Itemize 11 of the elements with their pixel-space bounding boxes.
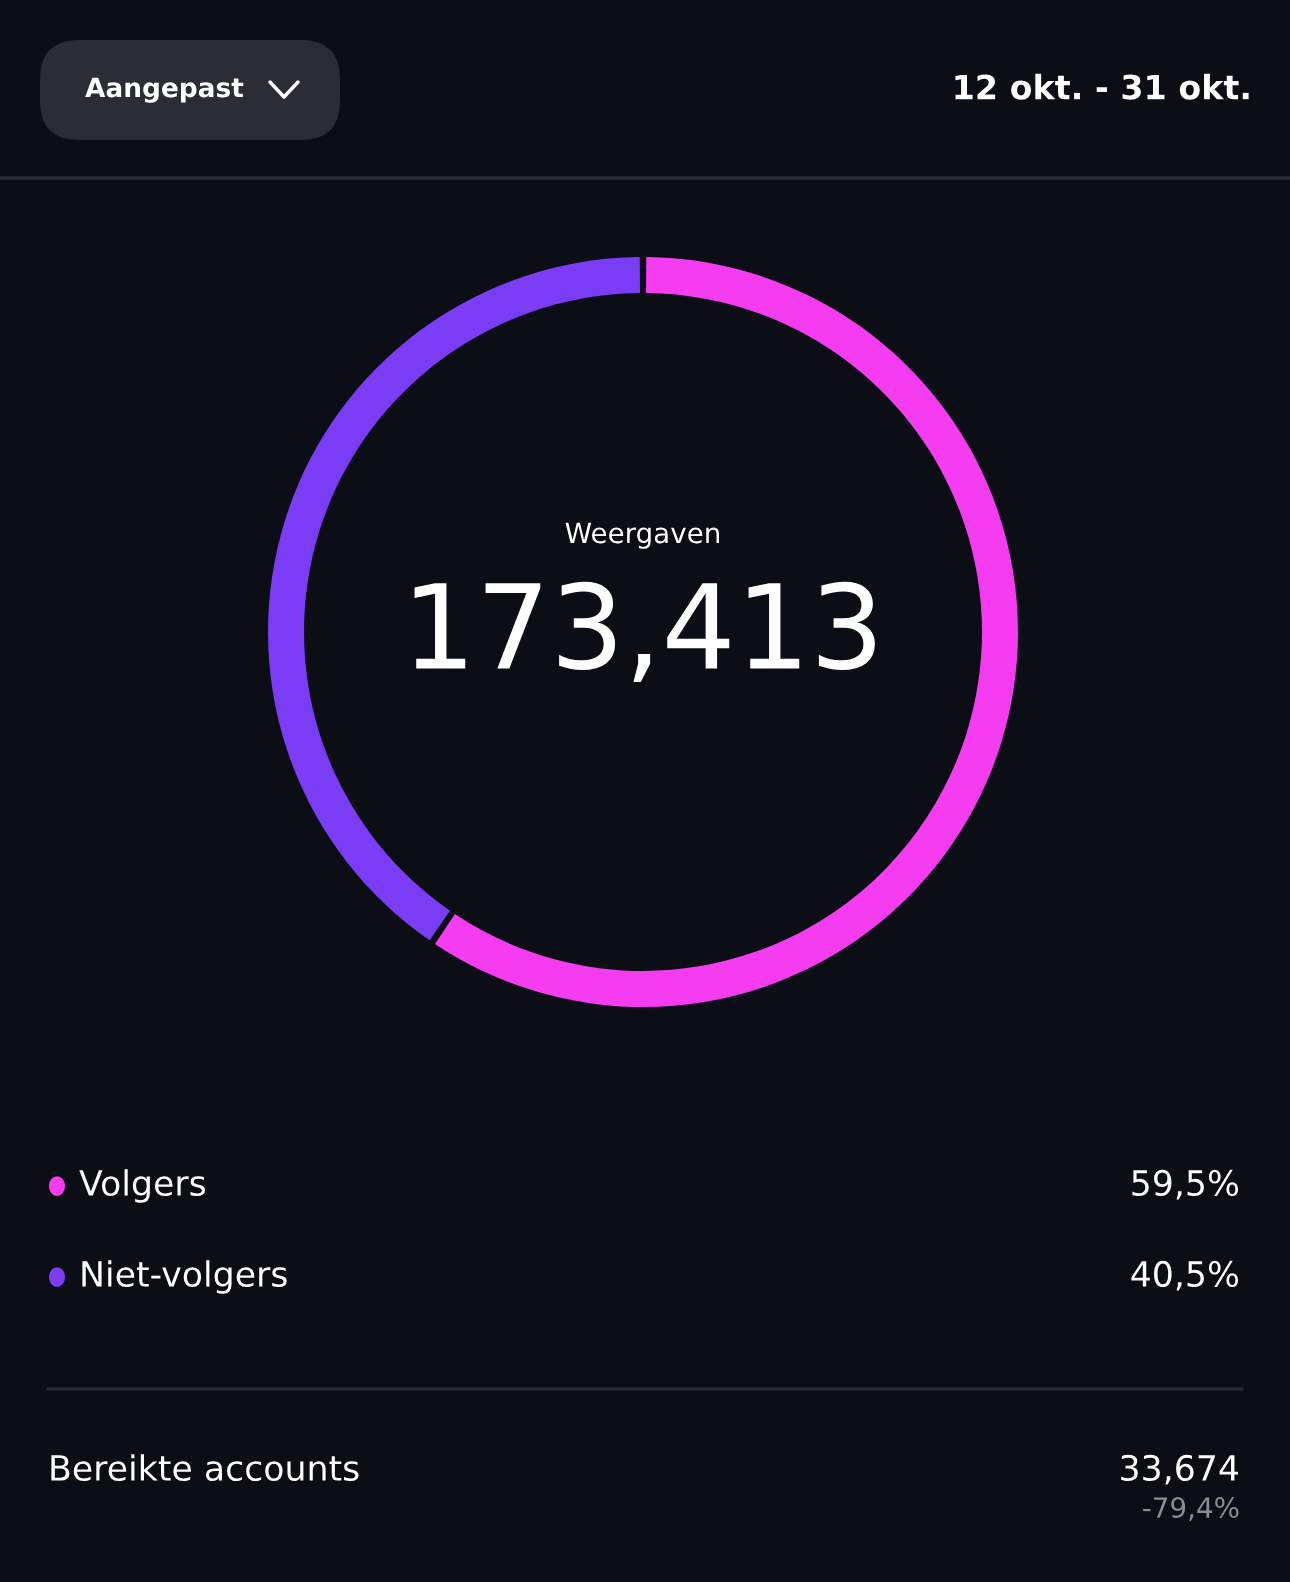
legend-label: Niet-volgers xyxy=(82,1260,287,1294)
text: Weergaven xyxy=(565,522,720,549)
text: 173,413 xyxy=(414,581,875,682)
text: Aangepast xyxy=(85,77,244,103)
text: Bereikte accounts xyxy=(51,1454,359,1482)
text: 33,674 xyxy=(1121,1454,1239,1485)
data-label: 40,5% xyxy=(1131,1260,1239,1291)
data-label: 59,5% xyxy=(1132,1169,1239,1200)
text: 12 okt. - 31 okt. xyxy=(955,73,1249,100)
text: -79,4% xyxy=(1143,1497,1239,1521)
legend-label: Volgers xyxy=(79,1169,206,1203)
